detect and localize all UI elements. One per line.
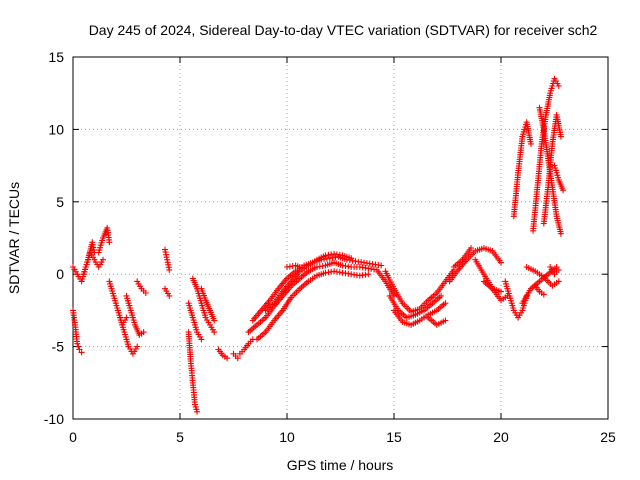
axis-ticks: 0 5 10 15 20 25 -10 -5 0 5 10 15: [44, 49, 616, 445]
data-point: [123, 314, 130, 321]
chart-title: Day 245 of 2024, Sidereal Day-to-day VTE…: [89, 22, 598, 38]
data-point: [555, 278, 562, 285]
data-point: [442, 300, 449, 307]
data-point: [100, 256, 106, 263]
grid-lines: [73, 57, 608, 419]
data-point: [540, 291, 547, 298]
data-point: [78, 349, 85, 356]
x-tick-label: 20: [493, 429, 509, 445]
y-axis-label: SDTVAR / TECUs: [6, 182, 22, 294]
data-point: [75, 343, 82, 350]
y-tick-label: -5: [52, 339, 65, 355]
y-tick-label: 5: [56, 194, 64, 210]
data-point: [523, 292, 530, 299]
data-point: [528, 140, 534, 147]
data-point: [166, 292, 173, 299]
data-point: [348, 255, 355, 262]
data-point: [74, 340, 81, 347]
data-point: [301, 265, 308, 272]
data-point: [198, 336, 205, 343]
y-tick-label: -10: [44, 411, 64, 427]
data-point: [134, 343, 141, 350]
data-point: [560, 187, 567, 194]
data-point: [211, 329, 218, 336]
data-point: [106, 239, 113, 246]
data-point: [557, 230, 564, 237]
data-point: [555, 266, 562, 273]
data-point: [211, 317, 218, 324]
x-tick-label: 5: [176, 429, 184, 445]
data-point: [166, 266, 173, 273]
x-tick-label: 10: [279, 429, 295, 445]
data-point: [194, 408, 201, 415]
data-point: [365, 271, 372, 278]
data-point: [555, 83, 562, 89]
y-tick-label: 0: [56, 266, 64, 282]
data-point: [498, 259, 504, 266]
plot-frame: [72, 56, 609, 420]
data-point: [378, 262, 385, 269]
x-tick-label: 0: [69, 429, 77, 445]
x-tick-label: 25: [600, 429, 616, 445]
y-tick-label: 15: [48, 49, 64, 65]
data-point: [557, 133, 564, 140]
data-point: [142, 290, 149, 296]
y-tick-label: 10: [48, 121, 64, 137]
data-point: [442, 317, 449, 324]
data-point: [468, 245, 474, 252]
data-point: [438, 292, 445, 299]
data-point: [224, 355, 231, 362]
data-point: [498, 288, 504, 295]
data-points: [70, 75, 567, 415]
x-axis-label: GPS time / hours: [287, 457, 394, 473]
data-point: [140, 329, 147, 336]
data-point: [234, 355, 241, 362]
x-tick-label: 15: [386, 429, 402, 445]
